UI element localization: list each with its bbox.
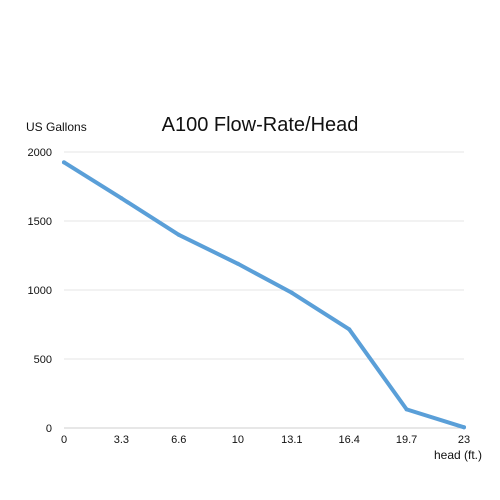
data-point-4	[289, 290, 294, 295]
y-tick-labels: 0 500 1000 1500 2000	[28, 147, 52, 435]
data-point-3	[235, 261, 240, 266]
x-tick-label-3: 10	[232, 434, 244, 446]
y-tick-label-2: 1000	[28, 285, 52, 297]
series-layer	[62, 160, 466, 430]
y-tick-label-0: 0	[46, 423, 52, 435]
x-tick-label-4: 13.1	[281, 434, 302, 446]
x-tick-label-1: 3.3	[114, 434, 129, 446]
y-tick-label-1: 500	[34, 354, 52, 366]
x-tick-label-6: 19.7	[396, 434, 417, 446]
series-line-0	[62, 160, 466, 430]
x-tick-label-0: 0	[61, 434, 67, 446]
y-tick-label-4: 2000	[28, 147, 52, 159]
gridlines	[64, 151, 464, 429]
data-point-0	[62, 160, 66, 165]
data-point-1	[119, 196, 124, 201]
data-point-5	[347, 327, 352, 332]
data-point-6	[404, 407, 409, 412]
y-tick-label-3: 1500	[28, 216, 52, 228]
x-axis-label: head (ft.)	[434, 448, 482, 462]
data-point-2	[176, 232, 181, 237]
x-tick-label-2: 6.6	[171, 434, 186, 446]
y-axis-label: US Gallons	[26, 120, 87, 134]
x-tick-labels: 0 3.3 6.6 10 13.1 16.4 19.7 23	[61, 434, 470, 446]
data-point-7	[462, 425, 466, 430]
x-tick-label-5: 16.4	[339, 434, 360, 446]
x-tick-label-7: 23	[458, 434, 470, 446]
chart-title: A100 Flow-Rate/Head	[162, 114, 359, 136]
